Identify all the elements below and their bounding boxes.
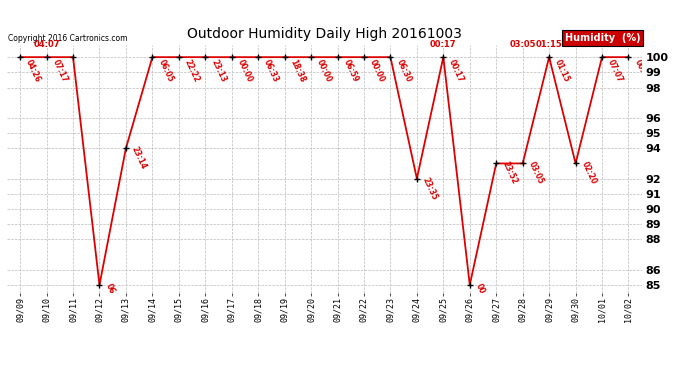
Text: 00:00: 00:00 [368, 58, 386, 84]
Text: 01:15: 01:15 [553, 58, 571, 84]
Text: 06:30: 06:30 [395, 58, 413, 84]
Text: 06:21: 06:21 [104, 282, 122, 308]
Title: Outdoor Humidity Daily High 20161003: Outdoor Humidity Daily High 20161003 [187, 27, 462, 41]
Text: 23:52: 23:52 [500, 160, 518, 186]
Text: 06:33: 06:33 [262, 58, 281, 84]
Text: 23:35: 23:35 [421, 176, 439, 201]
Text: 01:15: 01:15 [535, 40, 562, 49]
Text: 22:22: 22:22 [183, 58, 201, 84]
Text: 00:00: 00:00 [633, 58, 651, 84]
Text: Copyright 2016 Cartronics.com: Copyright 2016 Cartronics.com [8, 33, 128, 42]
Text: 00:00: 00:00 [236, 58, 254, 84]
Text: 04:07: 04:07 [33, 40, 60, 49]
Text: 18:38: 18:38 [288, 58, 307, 84]
Text: 23:13: 23:13 [209, 58, 228, 84]
Text: 02:20: 02:20 [580, 160, 598, 186]
Text: 00:17: 00:17 [447, 58, 466, 84]
Text: 06:59: 06:59 [342, 58, 359, 84]
Text: 03:05: 03:05 [526, 160, 545, 186]
Text: 23:14: 23:14 [130, 145, 148, 171]
Text: 00:17: 00:17 [430, 40, 457, 49]
Text: Humidity  (%): Humidity (%) [565, 33, 640, 43]
Text: 07:07: 07:07 [606, 58, 624, 84]
Text: 06:05: 06:05 [157, 58, 175, 84]
Text: 00:00: 00:00 [474, 282, 492, 308]
Text: 00:00: 00:00 [315, 58, 333, 84]
Text: 07:17: 07:17 [50, 58, 69, 84]
Text: 04:26: 04:26 [24, 58, 43, 84]
Text: 03:05: 03:05 [509, 40, 536, 49]
